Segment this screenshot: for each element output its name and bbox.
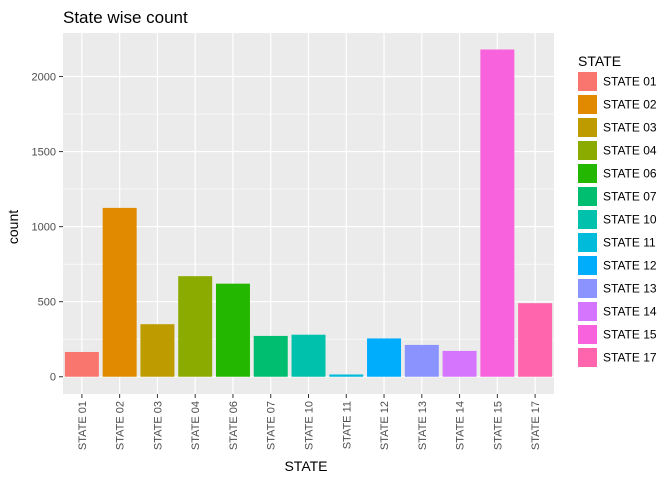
legend-label: STATE 10 (603, 213, 657, 227)
x-tick-label: STATE 11 (341, 401, 353, 449)
bar (140, 324, 175, 377)
x-tick-label: STATE 14 (455, 401, 467, 450)
x-tick-label: STATE 10 (304, 401, 316, 450)
legend-key (578, 187, 597, 206)
legend-label: STATE 15 (603, 328, 657, 342)
x-tick-label: STATE 07 (266, 401, 278, 450)
bar (64, 351, 99, 377)
legend-title: STATE (578, 53, 621, 69)
x-tick-label: STATE 04 (190, 401, 202, 450)
x-tick-label: STATE 12 (379, 401, 391, 450)
legend-key (578, 164, 597, 183)
y-tick-label: 500 (38, 297, 56, 309)
legend-label: STATE 12 (603, 259, 657, 273)
bar (480, 49, 515, 377)
bar (215, 283, 250, 377)
legend-label: STATE 13 (603, 282, 657, 296)
legend-key (578, 118, 597, 137)
legend-label: STATE 06 (603, 167, 657, 181)
bar (367, 338, 402, 377)
x-axis-title: STATE (284, 458, 327, 474)
x-tick-label: STATE 02 (115, 401, 127, 450)
bar (291, 334, 326, 377)
legend-label: STATE 03 (603, 121, 657, 135)
bar (404, 344, 439, 377)
y-tick-label: 2000 (32, 72, 56, 84)
legend-key (578, 141, 597, 160)
bars (64, 49, 553, 377)
legend-label: STATE 07 (603, 190, 657, 204)
x-tick-label: STATE 15 (492, 401, 504, 450)
x-tick-label: STATE 01 (77, 401, 89, 450)
legend-key (578, 279, 597, 298)
y-axis: 0 500 1000 1500 2000 (32, 72, 63, 384)
y-tick-label: 1500 (32, 147, 56, 159)
legend-key (578, 72, 597, 91)
legend-label: STATE 17 (603, 351, 657, 365)
legend-key (578, 325, 597, 344)
bar (518, 303, 553, 377)
legend-key (578, 210, 597, 229)
legend-key (578, 302, 597, 321)
bar (102, 207, 137, 377)
x-tick-label: STATE 13 (417, 401, 429, 450)
legend-key (578, 348, 597, 367)
legend-label: STATE 01 (603, 75, 657, 89)
y-tick-label: 0 (50, 372, 56, 384)
legend-label: STATE 04 (603, 144, 657, 158)
y-tick-label: 1000 (32, 222, 56, 234)
legend-label: STATE 11 (603, 236, 656, 250)
y-axis-title: count (5, 210, 21, 244)
chart-title: State wise count (63, 8, 188, 27)
legend-key (578, 233, 597, 252)
x-axis: STATE 01 STATE 02 STATE 03 STATE 04 STATE 06… (77, 394, 542, 450)
bar (178, 276, 213, 377)
legend: STATE STATE 01 STATE 02 STATE 03 STATE 04 ST… (578, 53, 657, 367)
x-tick-label: STATE 03 (152, 401, 164, 450)
legend-key (578, 256, 597, 275)
legend-label: STATE 02 (603, 98, 657, 112)
bar (253, 335, 288, 377)
x-tick-label: STATE 06 (228, 401, 240, 450)
legend-label: STATE 14 (603, 305, 657, 319)
bar (442, 350, 477, 377)
legend-key (578, 95, 597, 114)
bar (329, 374, 364, 377)
x-tick-label: STATE 17 (530, 401, 542, 450)
